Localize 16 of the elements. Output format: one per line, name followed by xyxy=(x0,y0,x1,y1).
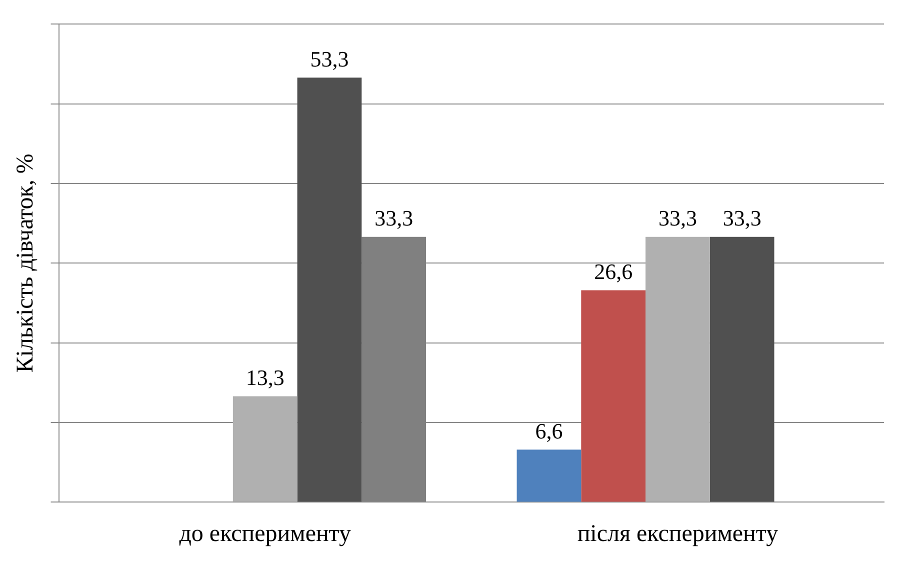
data-label: 53,3 xyxy=(310,46,349,72)
data-label: 13,3 xyxy=(246,365,284,390)
bar xyxy=(646,236,710,502)
bar xyxy=(710,236,774,502)
bar xyxy=(516,450,582,502)
data-label: 33,3 xyxy=(722,206,762,231)
data-label: 33,3 xyxy=(658,206,697,231)
bar xyxy=(581,290,646,502)
bar xyxy=(297,78,362,502)
x-tick-label: після експерименту xyxy=(577,520,778,547)
data-label: 33,3 xyxy=(374,206,414,231)
bar xyxy=(232,396,298,502)
data-label: 26,6 xyxy=(594,259,633,284)
x-tick-label: до експерименту xyxy=(179,520,351,547)
y-axis-title: Кількість дівчаток, % xyxy=(12,154,39,373)
data-label: 6,6 xyxy=(535,418,563,444)
